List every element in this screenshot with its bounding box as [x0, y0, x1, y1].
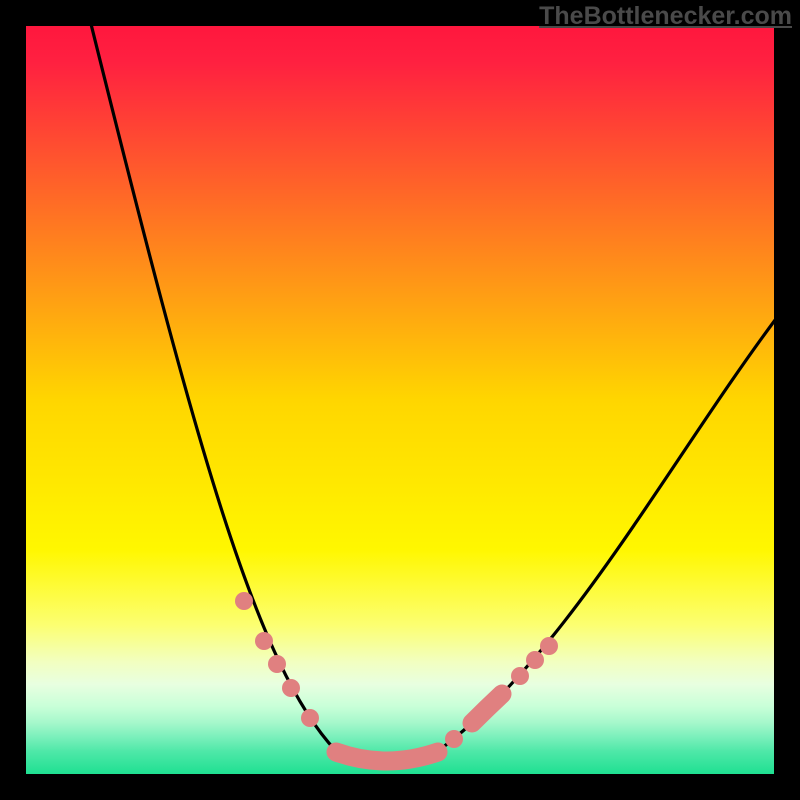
bottleneck-curve	[26, 26, 774, 774]
plot-area	[26, 26, 774, 774]
marker-point	[255, 632, 273, 650]
marker-point	[511, 667, 529, 685]
marker-point	[445, 730, 463, 748]
marker-point	[268, 655, 286, 673]
marker-point	[526, 651, 544, 669]
watermark-link[interactable]: TheBottlenecker.com	[539, 2, 792, 31]
marker-point	[493, 685, 511, 703]
v-curve	[90, 26, 774, 765]
valley-band	[336, 752, 438, 761]
marker-point	[282, 679, 300, 697]
marker-point	[235, 592, 253, 610]
marker-point	[540, 637, 558, 655]
marker-point	[301, 709, 319, 727]
marker-point	[463, 714, 481, 732]
